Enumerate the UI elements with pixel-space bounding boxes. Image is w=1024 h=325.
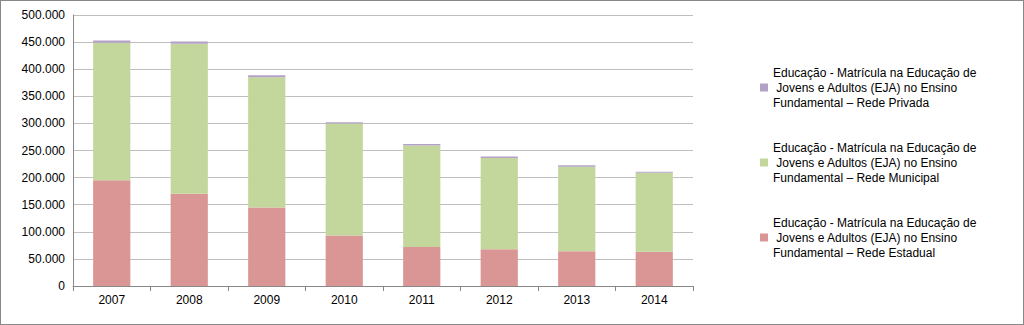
svg-text:0: 0 — [58, 279, 65, 293]
svg-text:Educação - Matrícula na Educaç: Educação - Matrícula na Educação de — [773, 216, 977, 230]
svg-text:400.000: 400.000 — [22, 62, 66, 76]
svg-text:Jovens e Adultos (EJA) no Ensi: Jovens e Adultos (EJA) no Ensino — [773, 231, 960, 245]
svg-text:500.000: 500.000 — [22, 8, 66, 22]
svg-text:Educação - Matrícula na Educaç: Educação - Matrícula na Educação de — [773, 141, 977, 155]
svg-text:Educação - Matrícula na Educaç: Educação - Matrícula na Educação de — [773, 66, 977, 80]
svg-text:2010: 2010 — [331, 293, 358, 307]
svg-text:2014: 2014 — [641, 293, 668, 307]
svg-text:50.000: 50.000 — [28, 252, 65, 266]
svg-text:100.000: 100.000 — [22, 225, 66, 239]
svg-text:Fundamental – Rede Municipal: Fundamental – Rede Municipal — [773, 171, 939, 185]
svg-text:450.000: 450.000 — [22, 35, 66, 49]
svg-text:2009: 2009 — [253, 293, 280, 307]
svg-text:2012: 2012 — [486, 293, 513, 307]
svg-text:Jovens e Adultos (EJA) no Ensi: Jovens e Adultos (EJA) no Ensino — [773, 156, 960, 170]
svg-text:2007: 2007 — [98, 293, 125, 307]
svg-text:300.000: 300.000 — [22, 116, 66, 130]
svg-text:150.000: 150.000 — [22, 198, 66, 212]
svg-text:2013: 2013 — [563, 293, 590, 307]
svg-text:Fundamental – Rede Privada: Fundamental – Rede Privada — [773, 96, 929, 110]
svg-text:350.000: 350.000 — [22, 89, 66, 103]
svg-text:250.000: 250.000 — [22, 144, 66, 158]
svg-text:Jovens e Adultos (EJA) no Ensi: Jovens e Adultos (EJA) no Ensino — [773, 81, 960, 95]
svg-text:Fundamental – Rede Estadual: Fundamental – Rede Estadual — [773, 246, 935, 260]
svg-text:2011: 2011 — [409, 293, 435, 307]
svg-text:2008: 2008 — [176, 293, 203, 307]
svg-text:200.000: 200.000 — [22, 171, 66, 185]
